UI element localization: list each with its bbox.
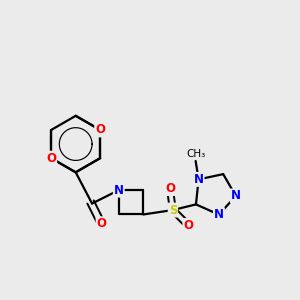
Text: CH₃: CH₃ xyxy=(186,148,205,158)
Text: O: O xyxy=(97,217,106,230)
Text: N: N xyxy=(214,208,224,221)
Text: N: N xyxy=(231,189,241,203)
Text: O: O xyxy=(46,152,56,165)
Text: N: N xyxy=(114,184,124,196)
Text: O: O xyxy=(183,219,193,232)
Text: N: N xyxy=(194,173,204,186)
Text: O: O xyxy=(165,182,175,195)
Text: O: O xyxy=(95,123,105,136)
Text: S: S xyxy=(169,203,177,217)
